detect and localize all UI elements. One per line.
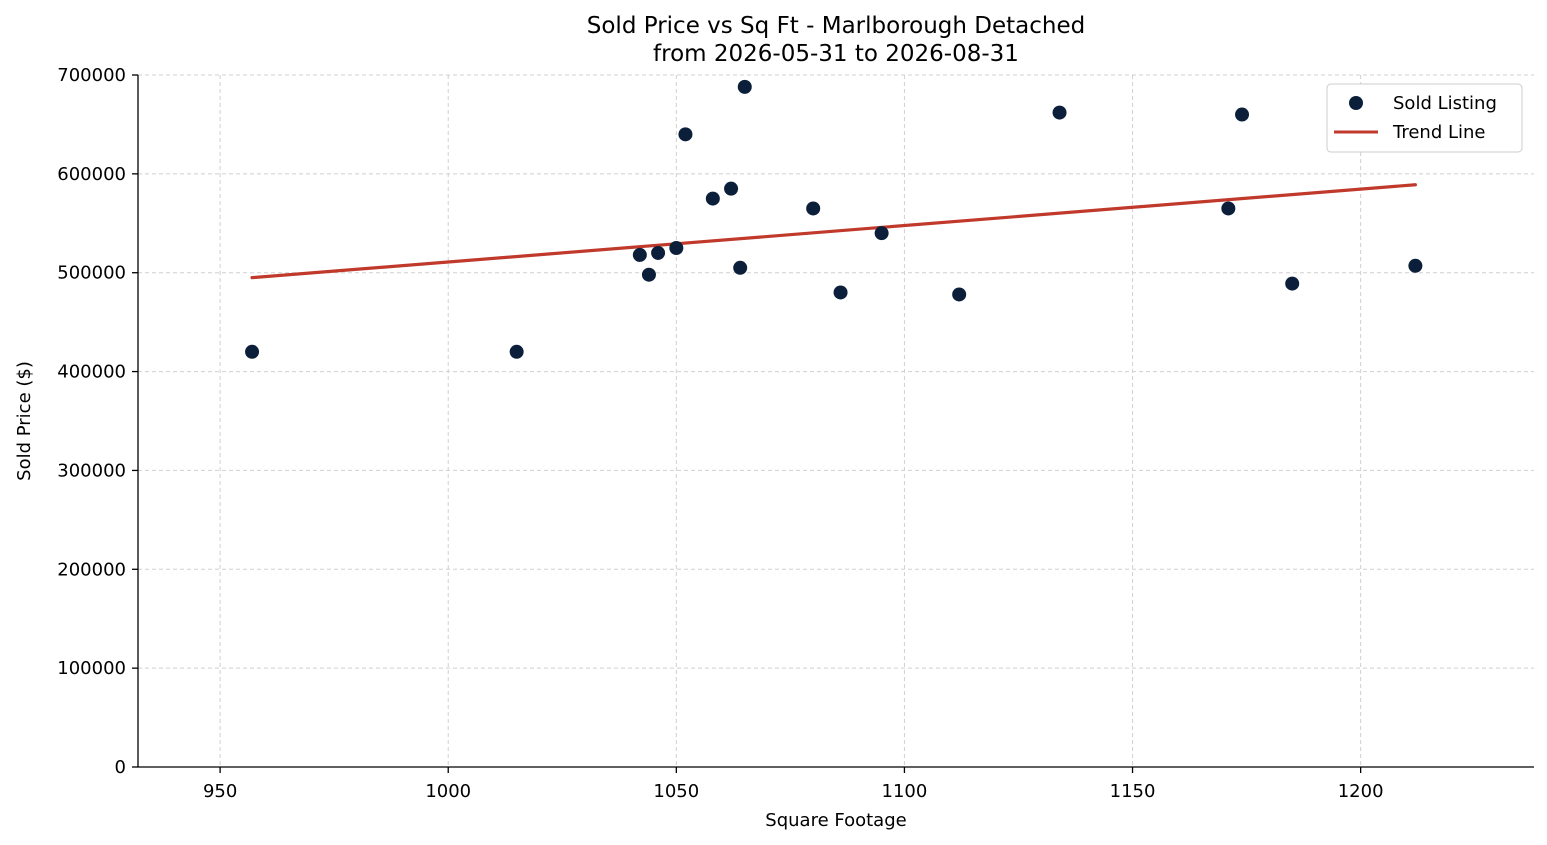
legend: Sold Listing Trend Line <box>1326 83 1523 153</box>
y-axis-ticks: 0 100000 200000 300000 400000 500000 600000 700… <box>57 65 138 778</box>
trend-line <box>250 183 1417 280</box>
x-tick-label: 950 <box>203 781 237 802</box>
y-tick-label: 300000 <box>57 460 126 481</box>
chart-title-line2: from 2026-05-31 to 2026-08-31 <box>653 41 1019 67</box>
scatter-points-layer <box>245 79 1423 359</box>
x-tick-label: 1200 <box>1338 781 1384 802</box>
chart-title-line1: Sold Price vs Sq Ft - Marlborough Detach… <box>587 13 1085 39</box>
scatter-point <box>1235 107 1250 122</box>
scatter-point <box>737 79 752 94</box>
trend-line-layer <box>250 183 1417 280</box>
legend-box <box>1326 83 1523 153</box>
scatter-point <box>678 127 693 142</box>
scatter-point <box>724 181 739 196</box>
scatter-point <box>245 344 260 359</box>
legend-marker-sold-listing <box>1349 96 1363 110</box>
scatter-point <box>1285 276 1300 291</box>
y-tick-label: 500000 <box>57 263 126 284</box>
grid-lines <box>138 74 1534 767</box>
y-tick-label: 100000 <box>57 658 126 679</box>
x-axis-label: Square Footage <box>765 810 906 831</box>
y-tick-label: 400000 <box>57 362 126 383</box>
scatter-point <box>509 344 524 359</box>
y-axis-label: Sold Price ($) <box>14 361 35 481</box>
legend-label-sold-listing: Sold Listing <box>1393 93 1497 114</box>
legend-label-trend-line: Trend Line <box>1392 122 1486 143</box>
scatter-point <box>651 245 666 260</box>
scatter-point <box>669 241 684 255</box>
x-tick-label: 1150 <box>1110 781 1156 802</box>
x-tick-label: 1100 <box>882 781 928 802</box>
scatter-point <box>952 287 967 302</box>
x-axis-ticks: 950 1000 1050 1100 1150 1200 <box>203 767 1384 802</box>
scatter-point <box>1408 258 1423 273</box>
y-tick-label: 0 <box>115 757 126 778</box>
scatter-point <box>1221 201 1236 216</box>
scatter-point <box>874 226 889 241</box>
y-tick-label: 200000 <box>57 559 126 580</box>
x-tick-label: 1000 <box>425 781 471 802</box>
scatter-point <box>806 201 821 216</box>
scatter-point <box>833 285 848 300</box>
scatter-point <box>705 191 720 206</box>
scatter-point <box>1052 105 1067 120</box>
scatter-point <box>733 260 748 275</box>
scatter-point <box>641 267 656 282</box>
y-tick-label: 700000 <box>57 65 126 86</box>
x-tick-label: 1050 <box>653 781 699 802</box>
scatter-point <box>632 247 647 262</box>
y-tick-label: 600000 <box>57 164 126 185</box>
